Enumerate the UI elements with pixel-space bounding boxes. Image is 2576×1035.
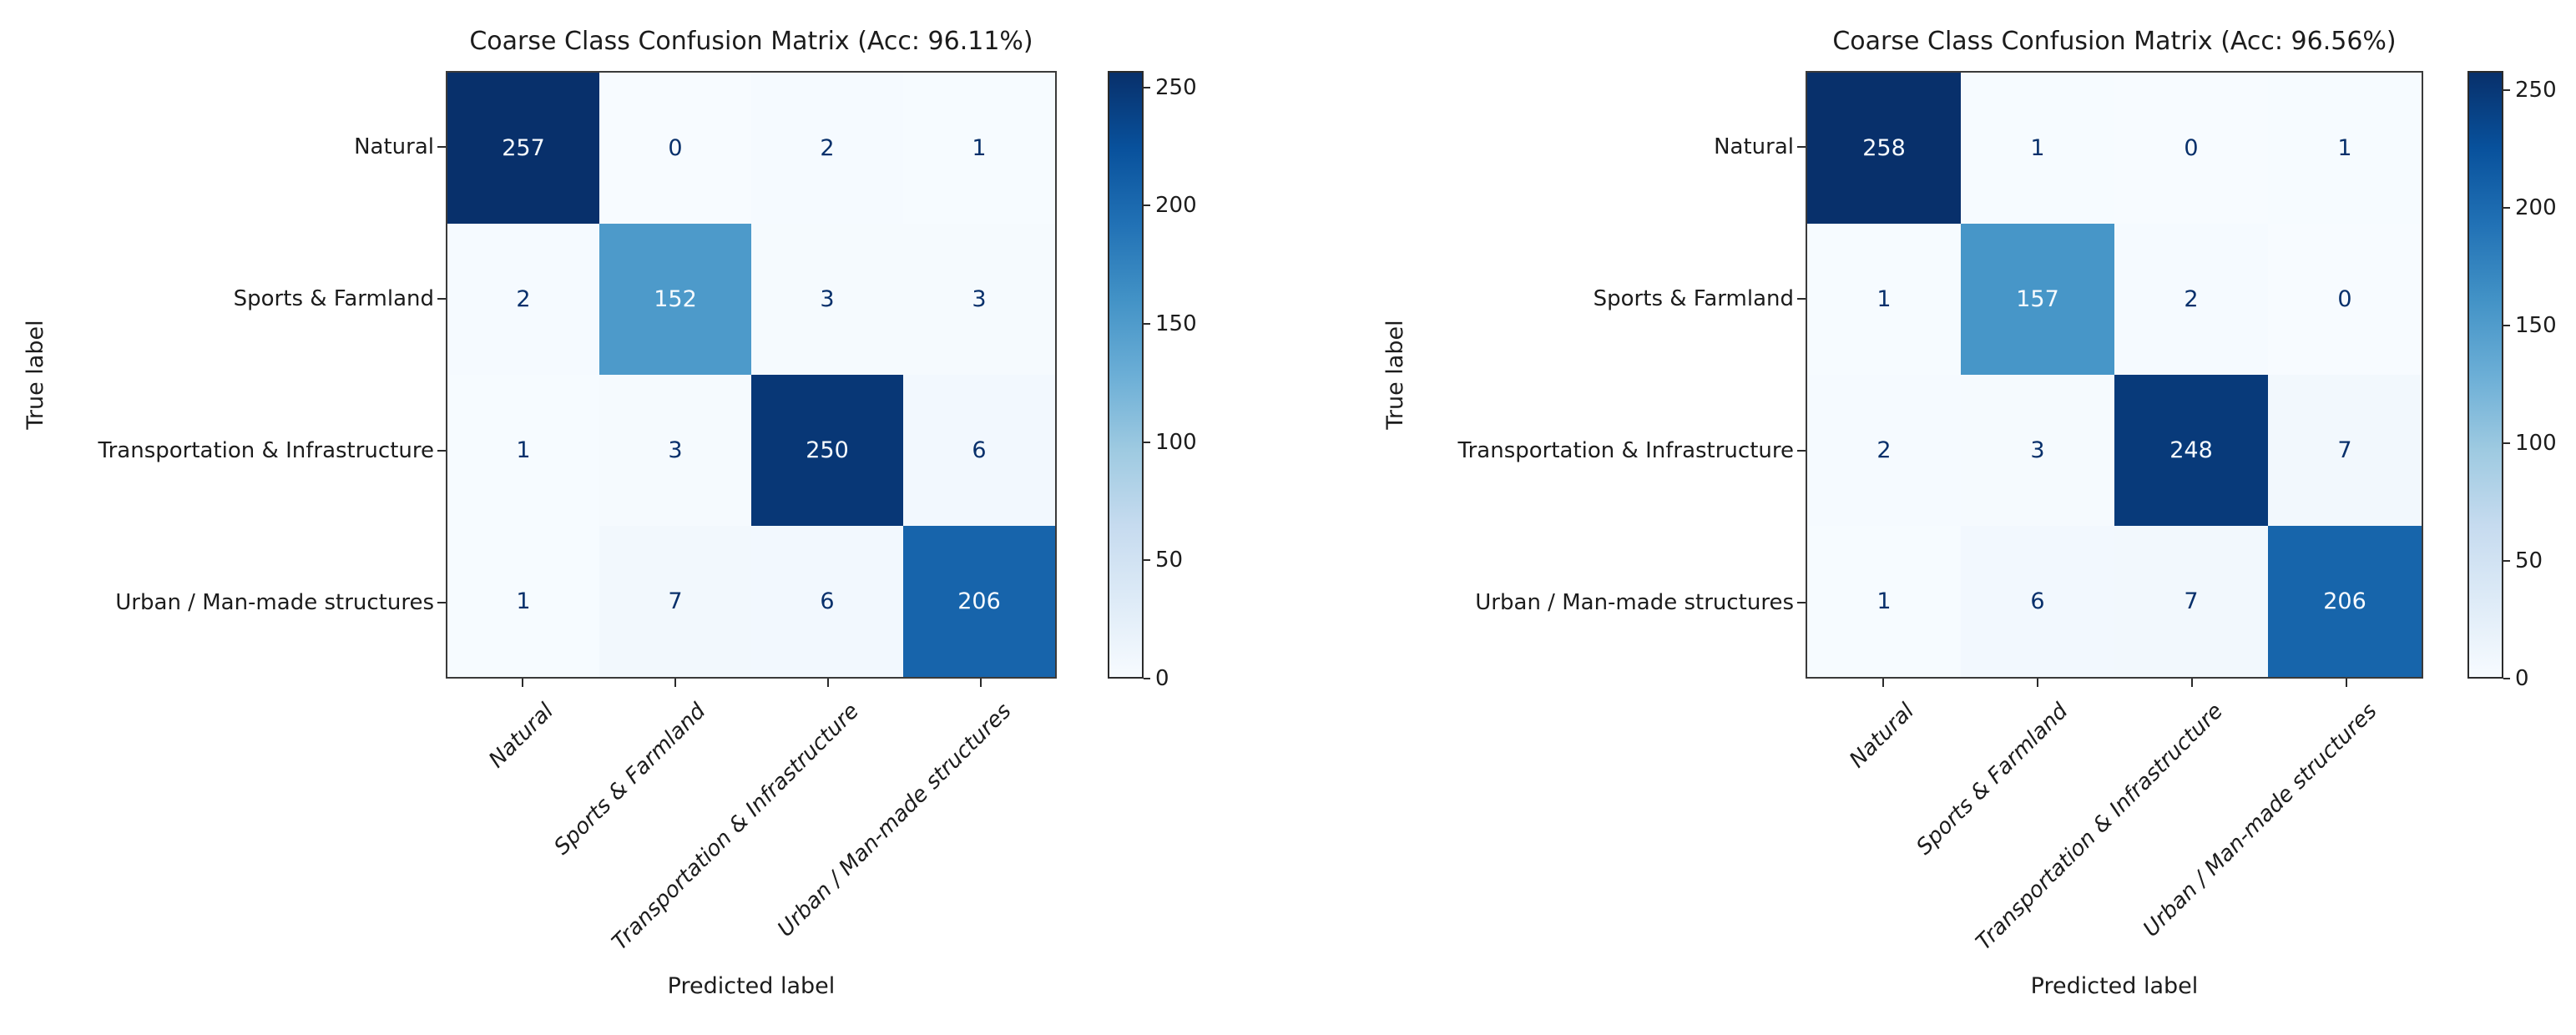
- x-tick-mark: [2190, 679, 2193, 687]
- matrix-cell: 2: [2114, 224, 2268, 375]
- colorbar-tick-mark: [2503, 324, 2510, 326]
- y-tick-label: Natural: [354, 134, 434, 159]
- colorbar-tick-mark: [1144, 86, 1150, 88]
- matrix-cell: 152: [599, 224, 751, 375]
- matrix-cell: 206: [2268, 526, 2422, 677]
- colorbar-tick-label: 0: [1155, 666, 1169, 691]
- x-tick-label: Sports & Farmland: [1912, 699, 2073, 861]
- colorbar-tick-label: 150: [2515, 312, 2557, 338]
- colorbar-tick-label: 100: [2515, 430, 2557, 456]
- matrix-cell: 7: [2268, 375, 2422, 526]
- y-tick-mark: [437, 146, 446, 148]
- y-tick-mark: [437, 450, 446, 452]
- matrix-cell: 1: [1961, 73, 2114, 224]
- x-tick-label: Transportation & Infrastructure: [607, 699, 864, 956]
- y-tick-mark: [1797, 450, 1806, 452]
- x-axis-label: Predicted label: [667, 973, 836, 999]
- x-axis-label: Predicted label: [2030, 973, 2199, 999]
- colorbar-tick-mark: [1144, 204, 1150, 207]
- colorbar-tick-label: 250: [2515, 77, 2557, 103]
- matrix-cell: 2: [751, 73, 903, 224]
- matrix-cell: 258: [1807, 73, 1961, 224]
- matrix-cell: 250: [751, 375, 903, 526]
- matrix-cell: 3: [903, 224, 1055, 375]
- x-tick-mark: [521, 679, 523, 687]
- colorbar-tick-mark: [2503, 559, 2510, 562]
- matrix-cell: 1: [2268, 73, 2422, 224]
- x-tick-mark: [674, 679, 676, 687]
- colorbar-tick-mark: [2503, 678, 2510, 679]
- matrix-cell: 3: [751, 224, 903, 375]
- colorbar-tick-label: 250: [1155, 74, 1197, 100]
- y-tick-label: Urban / Man-made structures: [1475, 590, 1794, 615]
- matrix-cell: 1: [903, 73, 1055, 224]
- x-tick-label: Transportation & Infrastructure: [1971, 699, 2228, 956]
- x-tick-mark: [2345, 679, 2347, 687]
- figure-title: Coarse Class Confusion Matrix (Acc: 96.1…: [469, 27, 1033, 56]
- matrix-cell: 7: [2114, 526, 2268, 677]
- matrix-cell: 0: [599, 73, 751, 224]
- y-tick-mark: [437, 602, 446, 603]
- colorbar-tick-label: 200: [2515, 194, 2557, 220]
- y-tick-label: Sports & Farmland: [233, 286, 434, 311]
- matrix-cell: 0: [2114, 73, 2268, 224]
- matrix-cell: 0: [2268, 224, 2422, 375]
- y-tick-mark: [1797, 602, 1806, 603]
- colorbar-tick-mark: [1144, 441, 1150, 443]
- colorbar-tick-label: 200: [1155, 193, 1197, 219]
- matrix-cell: 1: [447, 375, 599, 526]
- y-tick-label: Transportation & Infrastructure: [98, 438, 434, 463]
- y-tick-label: Sports & Farmland: [1593, 286, 1794, 311]
- colorbar-tick-label: 150: [1155, 311, 1197, 337]
- matrix-cell: 1: [1807, 224, 1961, 375]
- colorbar-tick-label: 50: [2515, 548, 2543, 573]
- colorbar: [1108, 71, 1144, 679]
- matrix-cell: 3: [599, 375, 751, 526]
- matrix-cell: 7: [599, 526, 751, 677]
- y-tick-mark: [1797, 146, 1806, 148]
- matrix-cell: 6: [1961, 526, 2114, 677]
- colorbar-tick-mark: [2503, 206, 2510, 209]
- matrix-cell: 6: [903, 375, 1055, 526]
- y-tick-label: Transportation & Infrastructure: [1457, 438, 1794, 463]
- matrix-cell: 2: [1807, 375, 1961, 526]
- heatmap-grid: 257 0 2 1 2 152 3 3 1 3 250 6 1 7 6 206: [446, 71, 1057, 679]
- matrix-cell: 206: [903, 526, 1055, 677]
- matrix-cell: 3: [1961, 375, 2114, 526]
- confusion-matrix-figure-left: Coarse Class Confusion Matrix (Acc: 96.1…: [23, 27, 1197, 999]
- x-tick-label: Sports & Farmland: [549, 699, 711, 861]
- colorbar-tick-label: 0: [2515, 666, 2529, 691]
- colorbar-tick-mark: [1144, 323, 1150, 326]
- y-tick-label: Urban / Man-made structures: [115, 590, 434, 615]
- matrix-cell: 1: [1807, 526, 1961, 677]
- y-tick-mark: [1797, 298, 1806, 300]
- colorbar-tick-label: 50: [1155, 548, 1184, 573]
- y-tick-mark: [437, 298, 446, 300]
- colorbar-tick-label: 100: [1155, 429, 1197, 455]
- colorbar-tick-mark: [1144, 678, 1150, 679]
- matrix-cell: 2: [447, 224, 599, 375]
- x-tick-mark: [826, 679, 829, 687]
- x-tick-label: Natural: [1844, 699, 1919, 774]
- matrix-cell: 248: [2114, 375, 2268, 526]
- heatmap-grid: 258 1 0 1 1 157 2 0 2 3 248 7 1 6 7 206: [1806, 71, 2423, 679]
- matrix-cell: 1: [447, 526, 599, 677]
- x-tick-label: Natural: [483, 699, 558, 774]
- x-tick-mark: [2036, 679, 2038, 687]
- colorbar-tick-mark: [1144, 559, 1150, 562]
- colorbar-tick-mark: [2503, 442, 2510, 444]
- matrix-cell: 157: [1961, 224, 2114, 375]
- colorbar: [2467, 71, 2503, 679]
- confusion-matrix-figure-right: Coarse Class Confusion Matrix (Acc: 96.5…: [1288, 0, 2576, 1035]
- colorbar-tick-mark: [2503, 88, 2510, 91]
- matrix-cell: 6: [751, 526, 903, 677]
- y-tick-label: Natural: [1714, 134, 1794, 159]
- matrix-cell: 257: [447, 73, 599, 224]
- x-tick-mark: [1881, 679, 1884, 687]
- figure-title: Coarse Class Confusion Matrix (Acc: 96.5…: [1832, 27, 2397, 56]
- x-tick-mark: [979, 679, 982, 687]
